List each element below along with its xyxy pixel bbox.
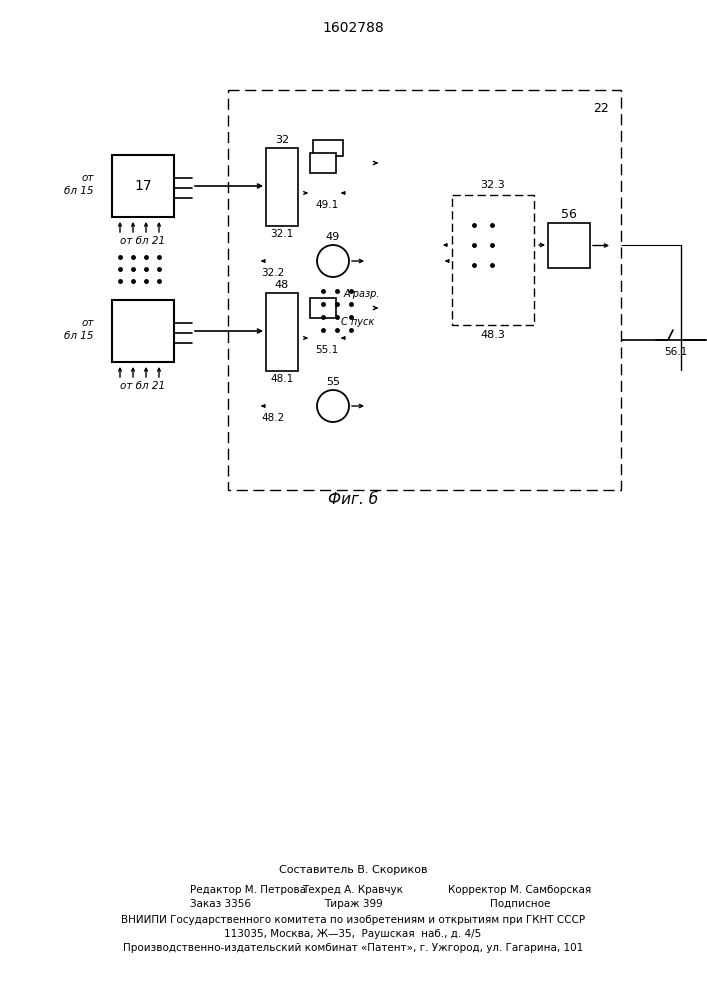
Text: 48.1: 48.1 bbox=[270, 374, 293, 384]
Text: 49: 49 bbox=[326, 232, 340, 242]
Text: ВНИИПИ Государственного комитета по изобретениям и открытиям при ГКНТ СССР: ВНИИПИ Государственного комитета по изоб… bbox=[121, 915, 585, 925]
Bar bbox=[112, 300, 174, 362]
Text: 32.2: 32.2 bbox=[262, 268, 285, 278]
Text: 32.3: 32.3 bbox=[481, 180, 506, 190]
Text: 17: 17 bbox=[134, 179, 152, 193]
Text: от: от bbox=[81, 173, 94, 183]
Text: 49.1: 49.1 bbox=[315, 200, 339, 210]
Text: 48: 48 bbox=[275, 280, 289, 290]
Text: от бл 21: от бл 21 bbox=[120, 381, 165, 391]
Text: 32: 32 bbox=[275, 135, 289, 145]
Text: 56: 56 bbox=[561, 209, 577, 222]
Text: 113035, Москва, Ж—35,  Раушская  наб., д. 4/5: 113035, Москва, Ж—35, Раушская наб., д. … bbox=[224, 929, 481, 939]
Bar bbox=[548, 223, 590, 268]
Text: 32.1: 32.1 bbox=[270, 229, 293, 239]
Text: Редактор М. Петрова: Редактор М. Петрова bbox=[190, 885, 306, 895]
Text: 48.2: 48.2 bbox=[262, 413, 285, 423]
Text: Заказ 3356: Заказ 3356 bbox=[190, 899, 251, 909]
Text: А разр.: А разр. bbox=[344, 289, 380, 299]
Text: 55: 55 bbox=[326, 377, 340, 387]
Bar bbox=[266, 148, 298, 226]
Bar bbox=[310, 153, 336, 173]
Text: Тираж 399: Тираж 399 bbox=[324, 899, 382, 909]
Bar bbox=[266, 293, 298, 371]
Text: 55.1: 55.1 bbox=[315, 345, 339, 355]
Text: 56.1: 56.1 bbox=[665, 347, 688, 357]
Text: 22: 22 bbox=[593, 102, 609, 115]
Text: Фиг. б: Фиг. б bbox=[328, 492, 378, 508]
Bar bbox=[452, 195, 534, 325]
Text: 48.3: 48.3 bbox=[481, 330, 506, 340]
Text: С пуск: С пуск bbox=[341, 317, 375, 327]
Bar bbox=[310, 298, 336, 318]
Text: от бл 21: от бл 21 bbox=[120, 236, 165, 246]
Text: Подписное: Подписное bbox=[490, 899, 550, 909]
Text: бл 15: бл 15 bbox=[64, 186, 94, 196]
Text: Техред А. Кравчук: Техред А. Кравчук bbox=[303, 885, 404, 895]
Bar bbox=[228, 90, 621, 490]
Text: Производственно-издательский комбинат «Патент», г. Ужгород, ул. Гагарина, 101: Производственно-издательский комбинат «П… bbox=[123, 943, 583, 953]
Text: Составитель В. Скориков: Составитель В. Скориков bbox=[279, 865, 427, 875]
Bar bbox=[112, 155, 174, 217]
Text: от: от bbox=[81, 318, 94, 328]
Text: бл 15: бл 15 bbox=[64, 331, 94, 341]
Text: 1602788: 1602788 bbox=[322, 21, 384, 35]
Text: Корректор М. Самборская: Корректор М. Самборская bbox=[448, 885, 592, 895]
Bar bbox=[313, 140, 343, 156]
